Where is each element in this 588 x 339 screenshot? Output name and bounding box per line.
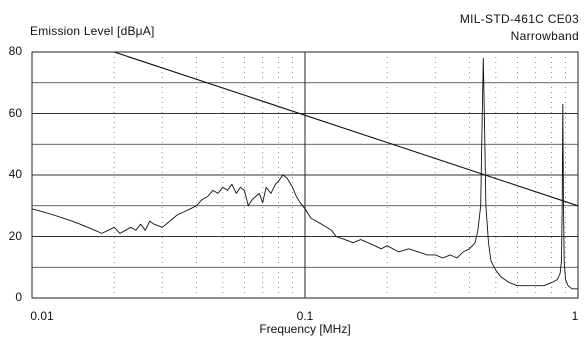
chart-title: MIL-STD-461C CE03 (459, 12, 579, 26)
y-tick-label: 60 (8, 105, 22, 120)
x-tick-label: 0.1 (296, 309, 314, 323)
x-tick-label: 1 (571, 309, 579, 323)
y-tick-label: 40 (8, 167, 22, 181)
x-tick-label: 0.01 (30, 309, 54, 323)
emission-trace (31, 57, 578, 290)
y-tick-label: 80 (8, 44, 22, 58)
x-axis-title: Frequency [MHz] (259, 322, 351, 336)
chart-subtitle: Narrowband (510, 29, 579, 43)
y-axis-title: Emission Level [dBμA] (30, 24, 155, 38)
y-tick-label: 0 (15, 290, 22, 304)
y-tick-label: 20 (8, 228, 22, 243)
limit-line (114, 51, 579, 207)
